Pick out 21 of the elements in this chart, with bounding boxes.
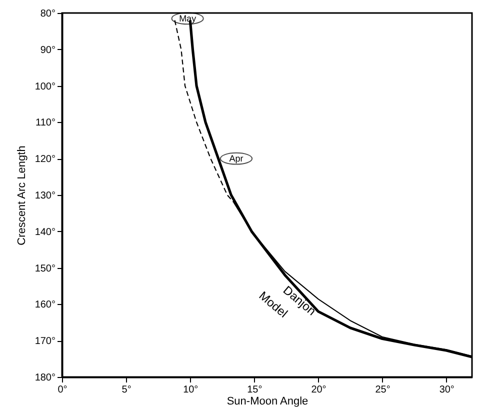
x-tick-label: 10° — [183, 384, 198, 396]
x-tick-label: 25° — [375, 384, 390, 396]
y-tick-label: 170° — [34, 336, 56, 348]
y-tick-label: 150° — [34, 263, 56, 274]
x-tick-label: 30° — [439, 384, 454, 396]
annotation: Apr — [229, 154, 244, 164]
y-tick-label: 120° — [34, 154, 56, 166]
x-tick-label: 0° — [58, 384, 68, 396]
x-axis-title: Sun-Moon Angle — [226, 396, 308, 408]
x-tick-label: 15° — [247, 384, 262, 396]
y-tick-label: 90° — [40, 44, 56, 56]
y-tick-label: 80° — [40, 8, 56, 20]
y-tick-label: 100° — [34, 81, 56, 92]
x-tick-label: 5° — [122, 384, 132, 396]
y-axis-title: Crescent Arc Length — [16, 146, 28, 246]
y-tick-label: 130° — [34, 190, 56, 202]
y-tick-label: 110° — [36, 118, 56, 129]
y-tick-label: 140° — [34, 226, 56, 238]
y-tick-label: 180° — [34, 372, 56, 384]
x-tick-label: 20° — [311, 384, 326, 396]
y-tick-label: 160° — [34, 300, 56, 311]
